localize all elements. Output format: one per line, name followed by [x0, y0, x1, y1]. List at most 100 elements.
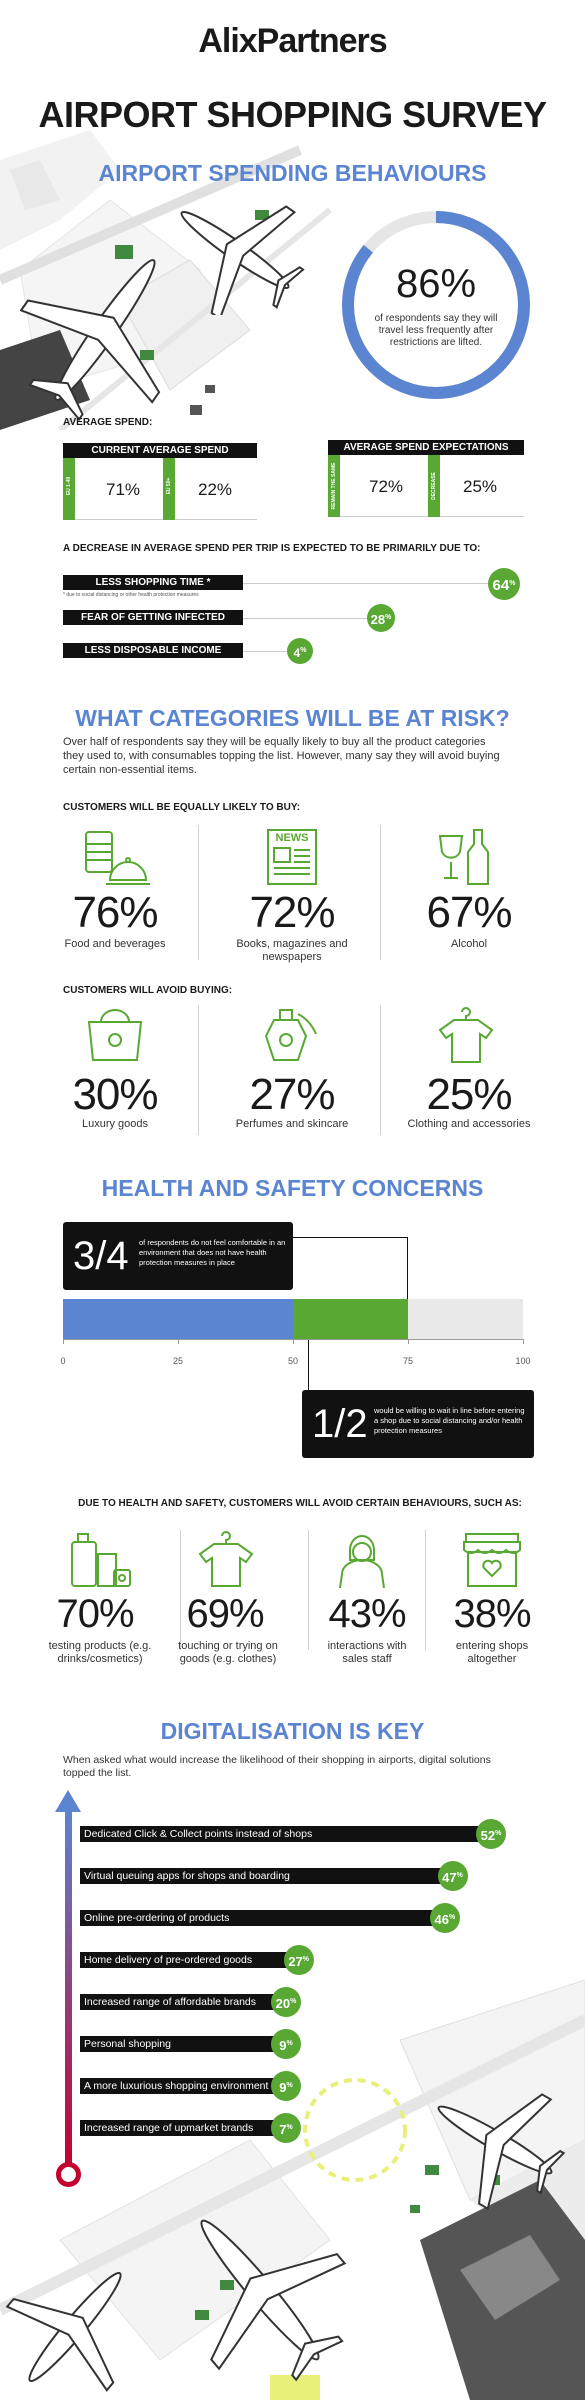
- digital-arrow-head: [55, 1790, 81, 1812]
- current-spend-title: CURRENT AVERAGE SPEND: [63, 443, 257, 458]
- one-half-text: would be willing to wait in line before …: [374, 1406, 525, 1435]
- digital-bar-value: 27%: [283, 1945, 314, 1975]
- categories-intro: Over half of respondents say they will b…: [63, 736, 500, 776]
- expect-spend-panel: REMAIN THE SAME 72% DECREASE 25%: [328, 455, 524, 517]
- category-pct: 25%: [426, 1070, 512, 1119]
- behaviours-heading: DUE TO HEALTH AND SAFETY, CUSTOMERS WILL…: [78, 1498, 522, 1509]
- three-quarters-text: of respondents do not feel comfortable i…: [139, 1238, 286, 1267]
- wine-bottle-icon: [438, 829, 489, 885]
- products-icon: [71, 1533, 131, 1587]
- digital-arrow-base: [56, 2162, 81, 2187]
- behaviour-pct: 38%: [453, 1592, 531, 1636]
- airplane-icon: [20, 259, 161, 421]
- spend-tag: EU 50+: [166, 477, 172, 495]
- spend-value: 72%: [368, 477, 404, 496]
- category-label: Food and beverages: [64, 938, 166, 950]
- shop-icon: [463, 1533, 521, 1587]
- digital-bar-value: 9%: [271, 2029, 301, 2059]
- travel-less-pct: 86%: [395, 262, 477, 306]
- behaviour-pct: 70%: [56, 1592, 134, 1636]
- avoid-heading: CUSTOMERS WILL AVOID BUYING:: [63, 985, 233, 996]
- reason-line: [240, 618, 370, 619]
- travel-less-text: of respondents say they will travel less…: [374, 313, 498, 348]
- food-icon: [85, 831, 150, 885]
- brand-logo: AlixPartners: [198, 22, 387, 60]
- behaviour-label: interactions with sales staff: [327, 1640, 407, 1665]
- digital-bar-value: 7%: [271, 2113, 301, 2143]
- digital-bar: [80, 2120, 275, 2136]
- spend-value: 71%: [105, 480, 141, 499]
- digital-heading: DIGITALISATION IS KEY: [160, 1718, 425, 1744]
- spend-value: 22%: [197, 480, 233, 499]
- behaviour-label: entering shops altogether: [455, 1640, 529, 1665]
- reason-label: LESS SHOPPING TIME *: [63, 575, 243, 590]
- digital-bar-value: 47%: [437, 1861, 468, 1891]
- category-pct: 30%: [72, 1070, 158, 1119]
- page-title: AIRPORT SHOPPING SURVEY: [38, 94, 547, 135]
- one-half-box: 1/2 would be willing to wait in line bef…: [302, 1390, 534, 1458]
- digital-bar: [80, 2036, 275, 2052]
- airplane-icon: [200, 2219, 347, 2382]
- health-heading: HEALTH AND SAFETY CONCERNS: [101, 1175, 484, 1201]
- digital-bar: [80, 1910, 434, 1926]
- digital-bar: [80, 1952, 288, 1968]
- reason-note: * due to social distancing or other heal…: [63, 592, 199, 598]
- reason-value: 28: [370, 612, 386, 627]
- digital-bar-label: Increased range of upmarket brands: [84, 2122, 254, 2134]
- current-spend-panel: EU 1-49 71% EU 50+ 22%: [63, 458, 257, 520]
- digital-arrow-shaft: [65, 1808, 72, 2168]
- three-quarters-value: 3/4: [73, 1234, 129, 1278]
- reason-line: [240, 583, 490, 584]
- digital-bar-label: Online pre-ordering of products: [84, 1912, 230, 1924]
- axis-tick-label: 100: [515, 1356, 531, 1366]
- category-pct: 27%: [249, 1070, 335, 1119]
- behaviour-label: touching or trying on goods (e.g. clothe…: [178, 1640, 278, 1665]
- category-label: Perfumes and skincare: [235, 1118, 349, 1130]
- spending-heading: AIRPORT SPENDING BEHAVIOURS: [98, 160, 487, 186]
- digital-bar: [80, 2078, 275, 2094]
- reason-label: FEAR OF GETTING INFECTED: [63, 610, 243, 625]
- axis-tick-label: 50: [287, 1356, 298, 1366]
- tshirt-hanger-icon: [198, 1531, 254, 1587]
- spend-tag: EU 1-49: [66, 476, 72, 496]
- digital-bar: [80, 1826, 480, 1842]
- three-quarters-box: 3/4 of respondents do not feel comfortab…: [63, 1222, 293, 1290]
- reason-unit: %: [509, 580, 516, 587]
- axis-tick-label: 0: [60, 1356, 66, 1366]
- health-bar-blue: [63, 1299, 293, 1339]
- behaviour-label: testing products (e.g. drinks/cosmetics): [48, 1640, 152, 1665]
- digital-bar-value: 52%: [476, 1819, 506, 1849]
- spend-tag: DECREASE: [431, 472, 437, 500]
- avg-spend-label: AVERAGE SPEND:: [63, 417, 153, 428]
- reason-unit: %: [385, 614, 392, 621]
- category-pct: 76%: [72, 888, 158, 937]
- travel-less-ring: [342, 211, 530, 399]
- digital-bar: [80, 1868, 442, 1884]
- category-pct: 72%: [249, 888, 335, 937]
- digital-bar-label: Home delivery of pre-ordered goods: [84, 1954, 253, 1966]
- digital-bar-label: Increased range of affordable brands: [84, 1996, 257, 2008]
- tshirt-icon: [438, 1007, 494, 1063]
- digital-bar: [80, 1994, 275, 2010]
- airplane-icon: [180, 205, 305, 315]
- category-label: Clothing and accessories: [407, 1118, 531, 1130]
- reason-value-badge: 4%: [287, 638, 313, 664]
- airport-map-illustration-top: [0, 130, 332, 430]
- behaviour-pct: 43%: [328, 1592, 406, 1636]
- airplane-icon: [5, 2271, 122, 2392]
- axis-tick: [63, 1339, 64, 1344]
- reason-value: 4: [293, 646, 301, 660]
- digital-bar-value: 9%: [271, 2071, 301, 2101]
- handbag-icon: [87, 1009, 143, 1061]
- categories-heading: WHAT CATEGORIES WILL BE AT RISK?: [75, 705, 510, 731]
- airport-map-illustration-bottom: [0, 1980, 585, 2400]
- reason-label: LESS DISPOSABLE INCOME: [63, 643, 243, 658]
- reason-value: 64: [492, 577, 510, 594]
- digital-bar-label: Virtual queuing apps for shops and board…: [84, 1870, 290, 1882]
- axis-tick: [293, 1339, 294, 1344]
- axis-tick-label: 25: [172, 1356, 183, 1366]
- equal-heading: CUSTOMERS WILL BE EQUALLY LIKELY TO BUY:: [63, 802, 301, 813]
- behaviour-pct: 69%: [186, 1592, 264, 1636]
- axis-tick: [178, 1339, 179, 1344]
- decrease-heading: A DECREASE IN AVERAGE SPEND PER TRIP IS …: [63, 543, 481, 554]
